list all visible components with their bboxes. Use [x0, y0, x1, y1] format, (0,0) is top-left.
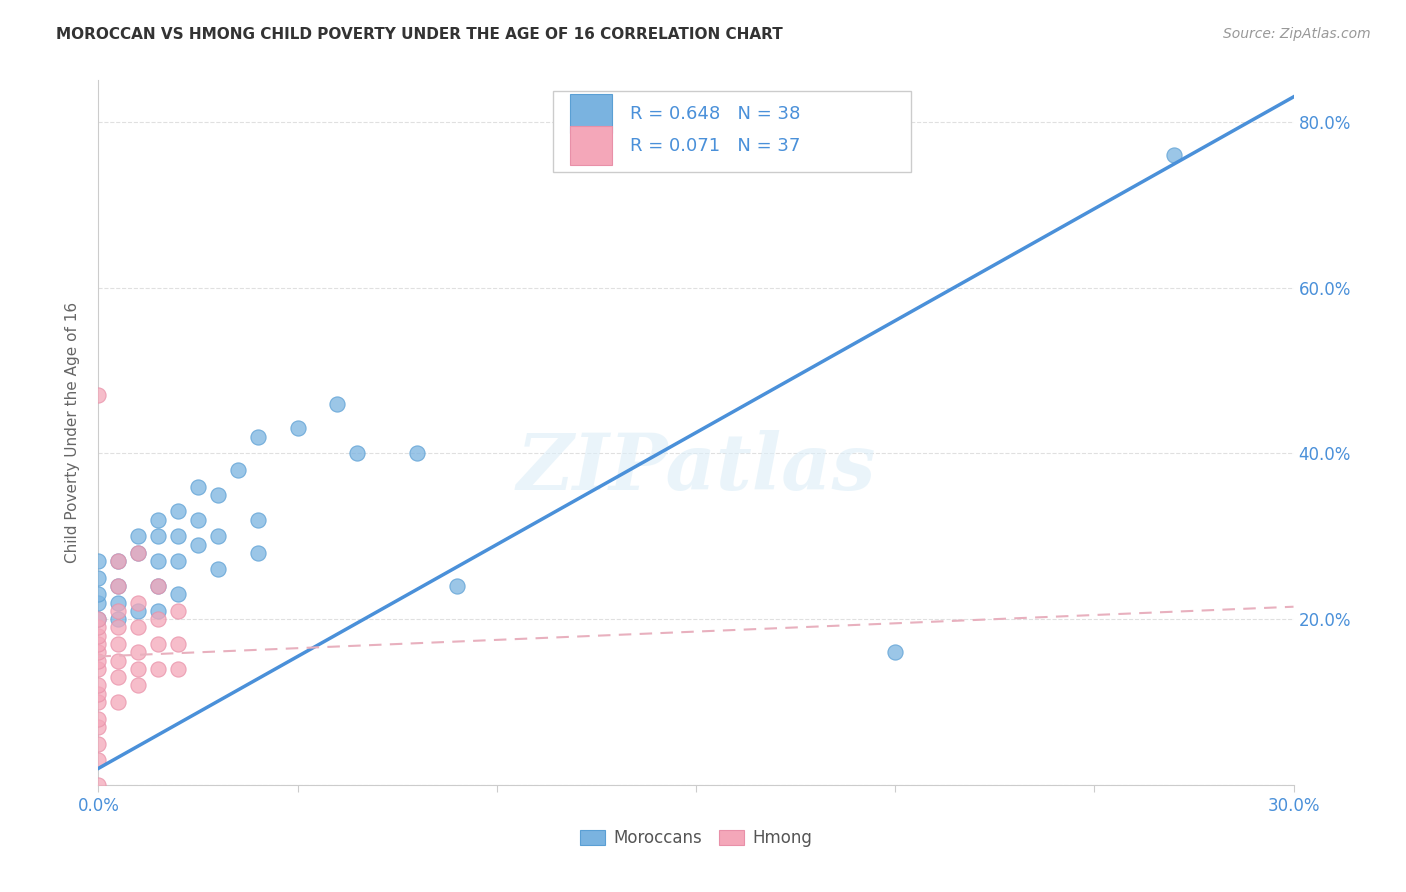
Point: [87, 778, 110, 792]
Point: [87, 654, 110, 668]
Text: ZIPatlas: ZIPatlas: [516, 430, 876, 506]
Point: [127, 645, 149, 659]
Point: [167, 637, 190, 651]
Point: [207, 488, 229, 502]
Point: [107, 604, 129, 618]
Point: [148, 513, 170, 527]
Point: [246, 546, 269, 560]
Point: [346, 446, 368, 460]
Point: [87, 571, 110, 585]
Legend: Moroccans, Hmong: Moroccans, Hmong: [574, 822, 818, 855]
Point: [127, 529, 149, 543]
Point: [87, 388, 110, 402]
Point: [406, 446, 429, 460]
Point: [148, 662, 170, 676]
Point: [167, 554, 190, 568]
FancyBboxPatch shape: [571, 95, 613, 133]
Point: [167, 529, 190, 543]
FancyBboxPatch shape: [553, 91, 911, 172]
Point: [107, 596, 129, 610]
Point: [127, 546, 149, 560]
Text: MOROCCAN VS HMONG CHILD POVERTY UNDER THE AGE OF 16 CORRELATION CHART: MOROCCAN VS HMONG CHILD POVERTY UNDER TH…: [56, 27, 783, 42]
Point: [326, 396, 349, 410]
Point: [107, 620, 129, 634]
Point: [127, 604, 149, 618]
Point: [148, 554, 170, 568]
Point: [87, 629, 110, 643]
Point: [87, 637, 110, 651]
Point: [167, 504, 190, 518]
Point: [287, 421, 309, 435]
Point: [884, 645, 907, 659]
Point: [127, 546, 149, 560]
Point: [107, 579, 129, 593]
Point: [87, 612, 110, 626]
Point: [207, 562, 229, 576]
Point: [87, 645, 110, 659]
Point: [446, 579, 468, 593]
Point: [127, 662, 149, 676]
Point: [87, 753, 110, 767]
Point: [107, 637, 129, 651]
Point: [87, 662, 110, 676]
Point: [127, 596, 149, 610]
Point: [87, 695, 110, 709]
Point: [87, 720, 110, 734]
Point: [107, 554, 129, 568]
Point: [167, 662, 190, 676]
Point: [107, 554, 129, 568]
Point: [127, 678, 149, 692]
Point: [1163, 148, 1185, 162]
Point: [246, 430, 269, 444]
Y-axis label: Child Poverty Under the Age of 16: Child Poverty Under the Age of 16: [65, 302, 80, 563]
FancyBboxPatch shape: [571, 126, 613, 165]
Point: [187, 513, 209, 527]
Point: [87, 737, 110, 751]
Point: [226, 463, 249, 477]
Point: [107, 695, 129, 709]
Point: [107, 654, 129, 668]
Point: [207, 529, 229, 543]
Point: [107, 612, 129, 626]
Point: [148, 579, 170, 593]
Point: [187, 479, 209, 493]
Point: [148, 529, 170, 543]
Point: [167, 604, 190, 618]
Point: [148, 612, 170, 626]
Point: [148, 637, 170, 651]
Point: [148, 579, 170, 593]
Point: [87, 612, 110, 626]
Point: [148, 604, 170, 618]
Point: [187, 537, 209, 551]
Text: R = 0.648   N = 38: R = 0.648 N = 38: [630, 105, 800, 123]
Point: [107, 579, 129, 593]
Text: Source: ZipAtlas.com: Source: ZipAtlas.com: [1223, 27, 1371, 41]
Point: [246, 513, 269, 527]
Point: [127, 620, 149, 634]
Point: [167, 587, 190, 601]
Text: R = 0.071   N = 37: R = 0.071 N = 37: [630, 136, 800, 155]
Point: [87, 678, 110, 692]
Point: [87, 596, 110, 610]
Point: [87, 620, 110, 634]
Point: [87, 712, 110, 726]
Point: [107, 670, 129, 684]
Point: [87, 554, 110, 568]
Point: [87, 587, 110, 601]
Point: [87, 687, 110, 701]
